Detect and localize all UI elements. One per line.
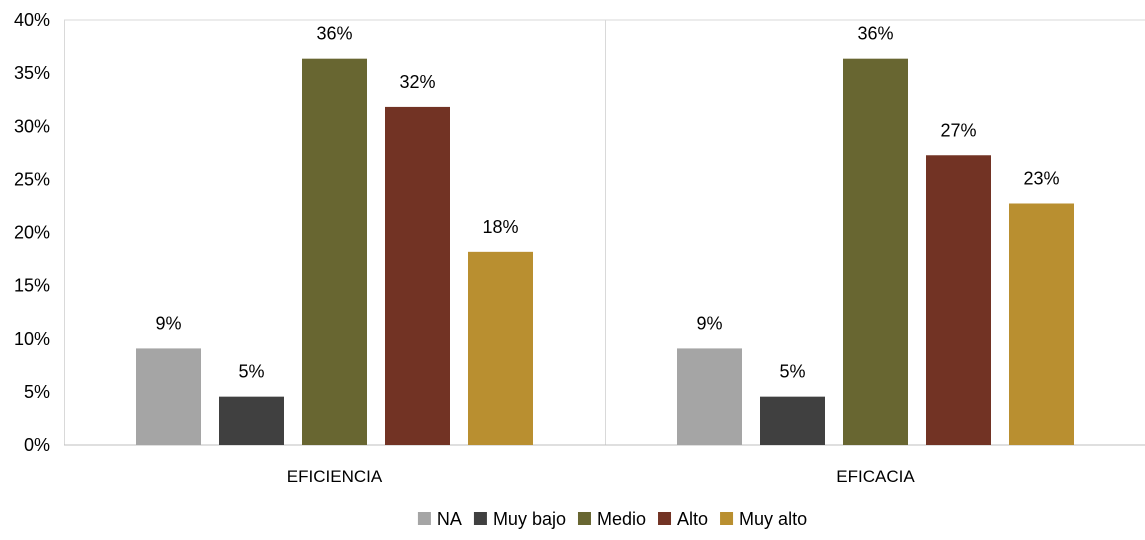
y-tick-label: 15% [14,276,50,296]
category-label: EFICIENCIA [287,467,383,486]
y-tick-label: 0% [24,435,50,455]
legend-swatch [720,512,734,525]
y-tick-label: 40% [14,10,50,30]
y-axis-ticks: 0% 5% 10% 15% 20% 25% 30% 35% 40% [14,10,50,455]
bar-na [136,348,201,445]
data-label: 5% [238,362,264,382]
bars [136,58,1074,446]
data-label: 23% [1023,168,1059,188]
bar-muy-bajo [760,396,825,445]
data-label: 27% [940,120,976,140]
legend-label: Alto [677,509,708,529]
legend-swatch [577,512,591,525]
y-tick-label: 5% [24,382,50,402]
data-label: 36% [857,24,893,44]
data-label: 32% [399,72,435,92]
y-tick-label: 20% [14,223,50,243]
legend: NA Muy bajo Medio Alto Muy alto [417,509,807,529]
data-label: 9% [155,313,181,333]
legend-label: Medio [597,509,646,529]
bar-alto [926,155,991,445]
data-labels: 9% 5% 36% 32% 18% 9% 5% 36% 27% 23% [155,24,1059,382]
legend-swatch [658,512,672,525]
bar-muy-alto [468,251,533,445]
data-label: 18% [482,217,518,237]
legend-label: Muy alto [739,509,807,529]
data-label: 9% [696,313,722,333]
category-label: EFICACIA [836,467,915,486]
bar-muy-alto [1009,203,1074,445]
y-tick-label: 35% [14,63,50,83]
bar-muy-bajo [219,396,284,445]
bar-medio [302,58,367,446]
legend-swatch [417,512,431,525]
y-tick-label: 25% [14,169,50,189]
data-label: 36% [316,24,352,44]
bar-na [677,348,742,445]
bar-alto [385,106,450,445]
bar-medio [843,58,908,446]
legend-label: NA [437,509,462,529]
x-axis-categories: EFICIENCIA EFICACIA [287,467,916,486]
data-label: 5% [779,362,805,382]
y-tick-label: 10% [14,329,50,349]
legend-swatch [473,512,487,525]
legend-label: Muy bajo [493,509,566,529]
y-tick-label: 30% [14,116,50,136]
